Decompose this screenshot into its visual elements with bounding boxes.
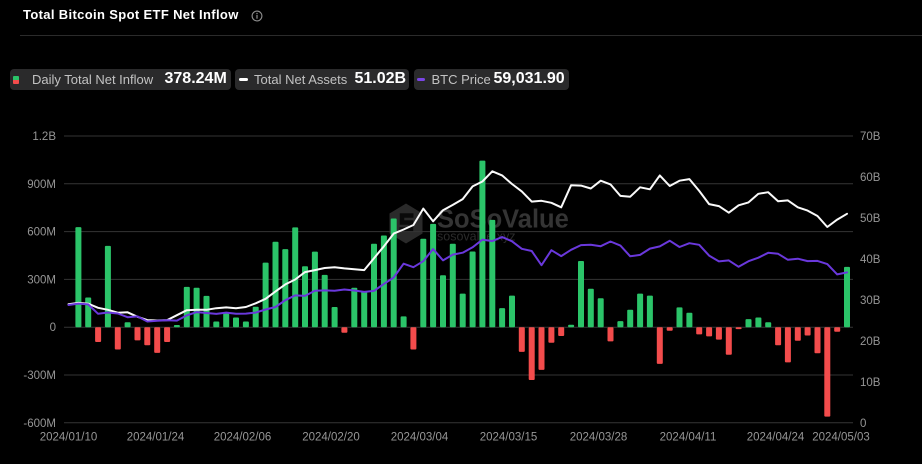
svg-text:2024/03/28: 2024/03/28 — [570, 432, 628, 444]
svg-text:2024/02/06: 2024/02/06 — [214, 432, 272, 444]
svg-text:40B: 40B — [860, 254, 881, 266]
svg-text:2024/03/04: 2024/03/04 — [391, 432, 449, 444]
svg-text:60B: 60B — [860, 172, 881, 184]
svg-text:-300M: -300M — [23, 370, 56, 382]
svg-text:50B: 50B — [860, 213, 881, 225]
svg-text:2024/03/15: 2024/03/15 — [480, 432, 538, 444]
svg-text:1.2B: 1.2B — [32, 131, 56, 143]
svg-text:20B: 20B — [860, 336, 881, 348]
svg-text:10B: 10B — [860, 377, 881, 389]
svg-text:2024/05/03: 2024/05/03 — [812, 432, 870, 444]
svg-text:30B: 30B — [860, 295, 881, 307]
svg-text:2024/02/20: 2024/02/20 — [302, 432, 360, 444]
svg-text:600M: 600M — [27, 227, 56, 239]
svg-text:900M: 900M — [27, 179, 56, 191]
svg-text:2024/04/11: 2024/04/11 — [660, 432, 717, 444]
svg-text:0: 0 — [50, 322, 56, 334]
svg-text:300M: 300M — [27, 274, 56, 286]
svg-text:2024/04/24: 2024/04/24 — [747, 432, 805, 444]
svg-text:-600M: -600M — [23, 418, 56, 430]
svg-text:2024/01/10: 2024/01/10 — [40, 432, 98, 444]
svg-text:SoSoValue: SoSoValue — [437, 206, 569, 234]
svg-text:70B: 70B — [860, 131, 881, 143]
svg-text:0: 0 — [860, 418, 866, 430]
svg-text:2024/01/24: 2024/01/24 — [127, 432, 185, 444]
